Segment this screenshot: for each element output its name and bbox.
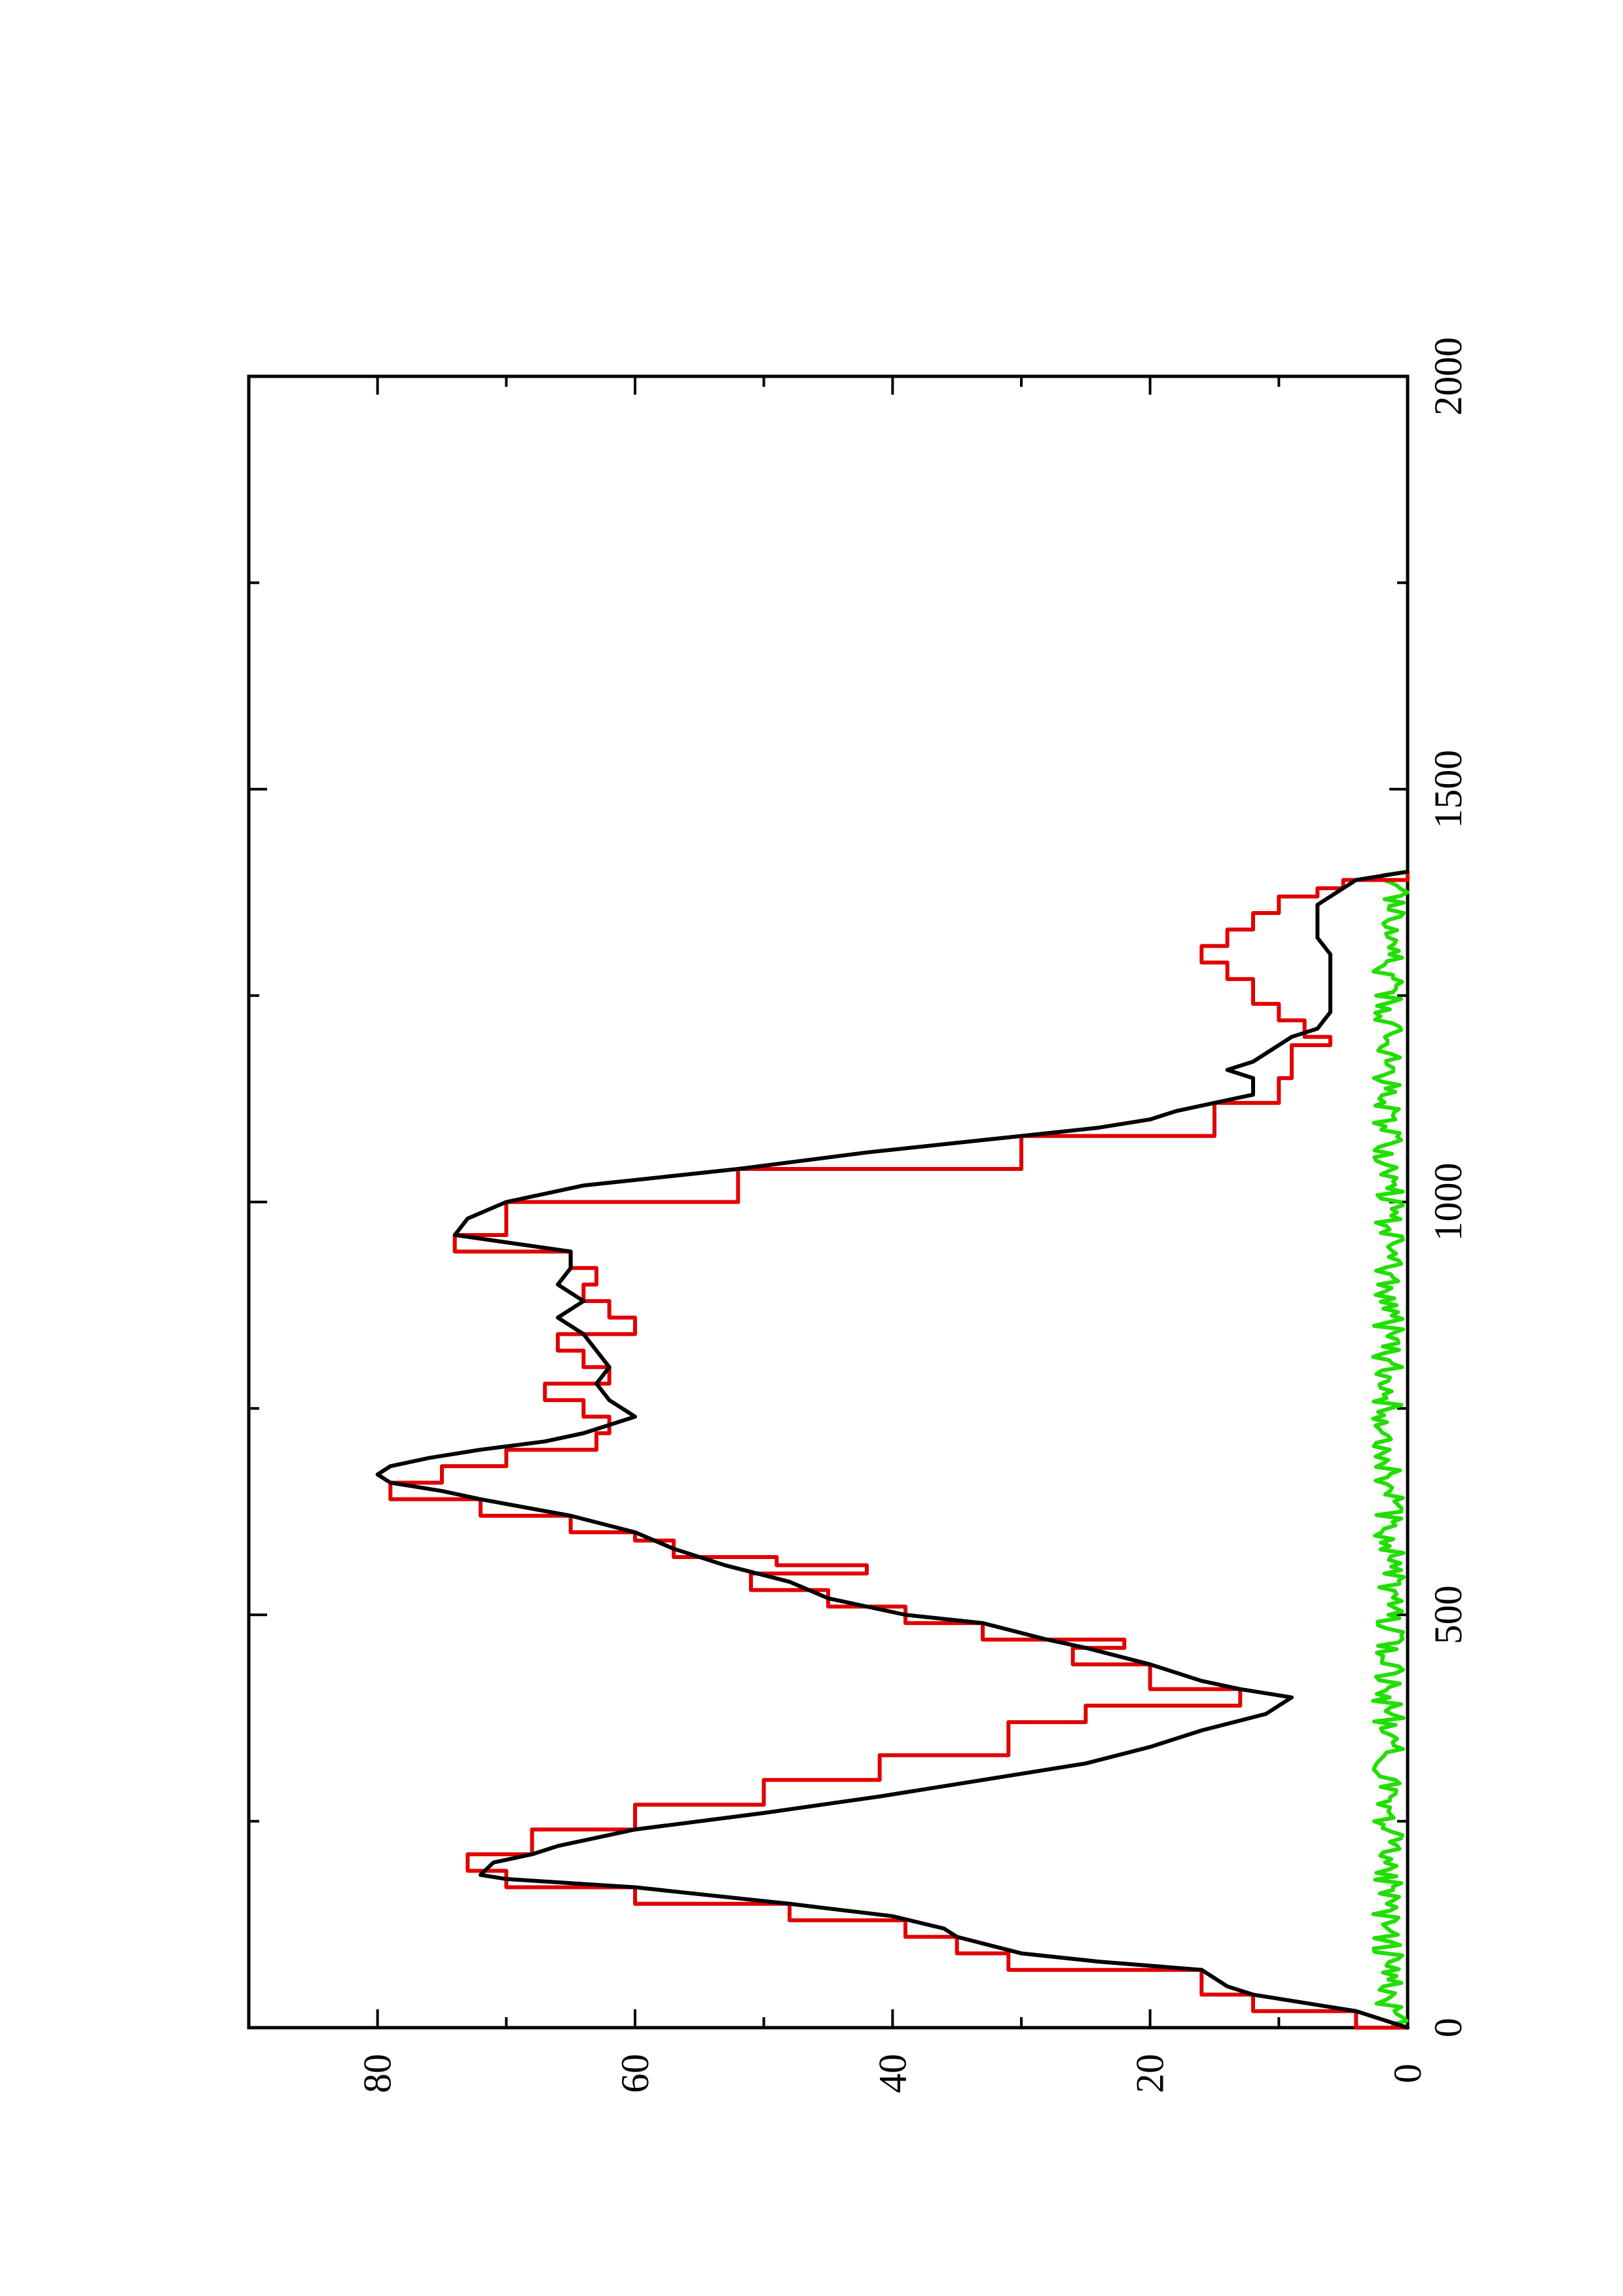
x-tick-label: 2000: [1427, 337, 1470, 416]
y-tick-label: 20: [1129, 2054, 1172, 2093]
series-line-2: [388, 869, 1410, 2030]
x-tick-label: 0: [1427, 2018, 1470, 2037]
y-tick-label: 40: [871, 2054, 914, 2093]
x-tick-label: 1000: [1427, 1163, 1470, 1242]
x-tick-label: 1500: [1427, 750, 1470, 829]
series-line-3: [1371, 869, 1410, 2030]
x-tick-label: 500: [1427, 1585, 1470, 1644]
y-tick-label: 60: [613, 2054, 657, 2093]
series-line-1: [375, 869, 1410, 2030]
y-tick-label: 0: [1386, 2064, 1429, 2083]
y-tick-label: 80: [356, 2054, 399, 2093]
